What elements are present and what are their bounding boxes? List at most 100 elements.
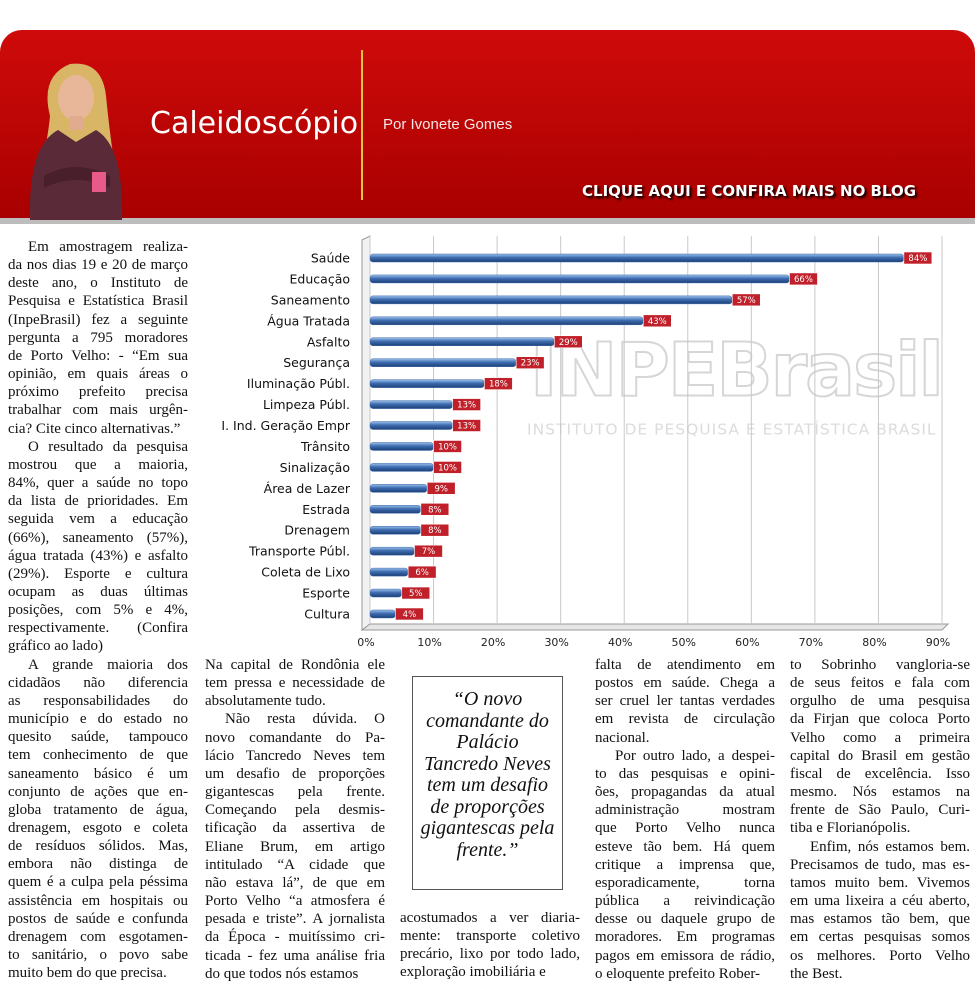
text-line: os melhores. Porto Velho — [790, 947, 970, 964]
x-tick-label: 50% — [672, 636, 696, 649]
text-column: to Sobrinho vangloria-se de seus feitos e… — [790, 656, 970, 983]
value-label: 43% — [648, 317, 667, 327]
value-label: 5% — [409, 589, 423, 599]
y-tick-label: Educação — [290, 271, 350, 286]
text-line: cia? Cite cinco alternativas.” — [8, 420, 181, 437]
text-line: tem conhecimento de que — [8, 747, 188, 764]
text-line: ticada - fez uma análise fria — [205, 947, 385, 964]
text-line: pesada e triste”. A jornalista — [205, 911, 385, 928]
bar — [369, 505, 422, 514]
text-line: não estava lá”, de que em — [205, 874, 385, 891]
value-label-box — [401, 586, 431, 600]
blog-link[interactable]: CLIQUE AQUI E CONFIRA MAIS NO BLOG — [582, 182, 917, 200]
bar — [369, 567, 409, 577]
x-tick-label: 90% — [926, 636, 950, 649]
text-line: pergunta a 795 moradores — [8, 329, 188, 346]
text-line: gigantescas pela frente. — [205, 784, 385, 801]
value-label: 8% — [428, 505, 442, 515]
text-line: desse ou daquele grupo de — [595, 911, 775, 928]
text-line: do que todos nós estamos — [205, 965, 359, 982]
text-line: um desafio de proporções — [205, 765, 385, 782]
bar — [369, 421, 453, 430]
text-line: postos em saúde. Chega a — [595, 675, 775, 692]
x-tick-label: 20% — [481, 636, 505, 649]
x-tick-label: 0% — [357, 636, 374, 649]
value-label: 7% — [422, 547, 436, 557]
bar — [369, 484, 428, 493]
text-line: muito bem do que precisa. — [8, 965, 167, 982]
bar — [369, 525, 422, 535]
column-title: Caleidoscópio — [150, 106, 359, 141]
text-line: Eliane Brum, em artigo — [205, 838, 385, 855]
text-line: 84%, quer a saúde no topo — [8, 475, 188, 492]
text-line: intitulado “A cidade que — [205, 856, 385, 873]
value-label: 57% — [737, 296, 756, 306]
x-tick-label: 80% — [862, 636, 886, 649]
text-line: em revista de circulação — [595, 711, 775, 728]
chart-frame — [361, 235, 371, 631]
text-line: mostrou que a maioria, — [8, 456, 188, 473]
text-line: to Sobrinho vangloria-se — [790, 657, 970, 673]
text-line: cidadãos não diferencia — [8, 674, 188, 691]
x-tick-label: 60% — [735, 636, 759, 649]
text-line: falta de atendimento em — [595, 657, 775, 673]
text-line: critique a imprensa que, — [595, 856, 775, 873]
text-line: que Porto Velho nunca — [595, 820, 775, 837]
text-line: to das pesquisas e opini- — [595, 765, 775, 782]
text-line: de seus feitos e fala com — [790, 675, 970, 692]
text-line: Por outro lado, a despei- — [615, 747, 775, 764]
value-label: 10% — [438, 442, 457, 452]
value-label: 9% — [434, 484, 448, 494]
x-tick-label: 10% — [417, 636, 441, 649]
text-line: seguida vem a educação — [8, 511, 188, 528]
text-line: Pesquisa e Estatística Brasil — [8, 293, 188, 310]
text-line: esporadicamente, torna — [595, 874, 775, 891]
y-tick-label: Cultura — [304, 606, 350, 621]
text-line: tiba e Florianópolis. — [790, 820, 911, 837]
text-line: frente de São Paulo, Curi- — [790, 802, 970, 819]
text-line: globa tratamento de água, — [8, 801, 188, 818]
text-line: pública a reivindicação — [595, 893, 775, 910]
text-line: (InpeBrasil) fez a seguinte — [8, 311, 188, 328]
value-label: 66% — [794, 275, 813, 285]
value-label: 10% — [438, 463, 457, 473]
text-line: drenagem, esgoto e coleta — [8, 820, 188, 836]
watermark-tagline: INSTITUTO DE PESQUISA E ESTATÍSTICA BRAS… — [527, 420, 937, 439]
text-line: quesito saúde, tampouco — [8, 729, 188, 746]
value-label-box — [452, 398, 481, 411]
text-column: Em amostragem realiza-da nos dias 19 e 2… — [8, 238, 188, 982]
text-line: município e do estado no — [8, 711, 188, 728]
x-tick-label: 30% — [544, 636, 568, 649]
text-line: as responsabilidades do — [8, 692, 188, 709]
text-line: tificação da assertiva de — [205, 820, 385, 837]
y-tick-label: Sinalização — [280, 460, 350, 475]
text-line: de resíduos sólidos. Mas, — [8, 838, 188, 855]
chart-floor — [360, 623, 950, 631]
text-line: pagos em emissora de rádio, — [595, 947, 775, 964]
text-line: Não resta dúvida. O — [225, 711, 385, 728]
text-line: o eloquente prefeito Rober- — [595, 965, 761, 982]
text-line: quem é a culpa pela péssima — [8, 874, 188, 891]
text-line: Velho como a primeira — [790, 729, 970, 746]
value-label: 23% — [521, 359, 540, 369]
text-column: Na capital de Rondônia ele tem pressa e n… — [205, 656, 385, 983]
text-line: mas estamos tão bem, que — [790, 911, 970, 928]
header-strip — [0, 218, 975, 224]
value-label: 18% — [489, 380, 508, 390]
value-label: 13% — [457, 422, 476, 432]
value-label-box — [903, 251, 933, 265]
value-label: 84% — [908, 254, 927, 264]
text-line: saneamento básico é um — [8, 765, 188, 782]
value-label-box — [515, 356, 545, 370]
text-line: orgulho de uma pesquisa — [790, 693, 970, 710]
value-label-box — [420, 523, 450, 537]
watermark-logo: INPEBrasil — [530, 328, 942, 414]
value-label-box — [433, 461, 462, 474]
bar — [369, 546, 415, 556]
text-line: conjunto de ações que en- — [8, 783, 188, 800]
byline: Por Ivonete Gomes — [383, 116, 513, 133]
value-label-box — [642, 314, 672, 328]
text-line: A grande maioria dos — [28, 656, 188, 673]
value-label: 13% — [457, 401, 476, 411]
